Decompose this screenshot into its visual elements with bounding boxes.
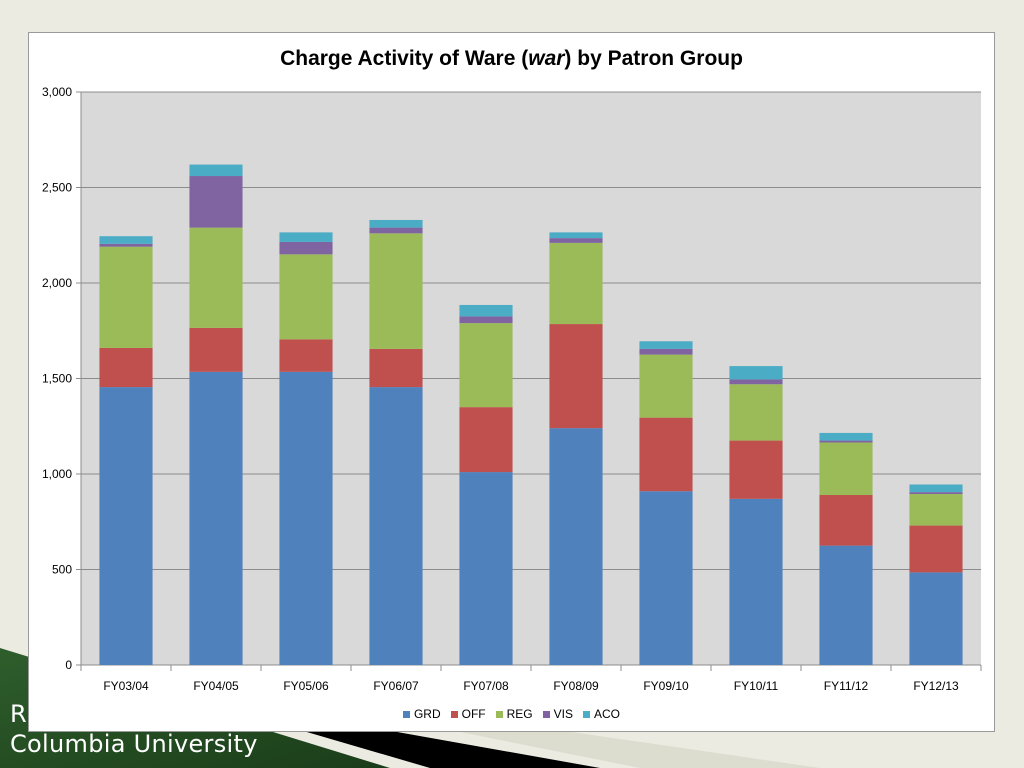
y-tick-label: 2,500 [42,181,72,195]
bar-aco [909,484,963,493]
bar-reg [459,323,513,408]
chart-title-part-1: Charge Activity of Ware ( [280,47,529,70]
bar-vis [729,379,783,385]
legend-item-vis: VIS [542,707,573,721]
bar-aco [459,304,513,317]
bar-grd [819,545,873,665]
legend-swatch [495,710,503,718]
bar-aco [819,432,873,441]
chart-plot: 0 500 1,000 1,500 2,000 2,500 3,000 FY03/04 FY04… [42,85,982,693]
bar-off [729,440,783,499]
bar-grd [369,387,423,665]
bar-off [459,407,513,473]
legend-label: ACO [594,707,621,721]
bar-grd [549,428,603,665]
y-tick-label: 500 [52,563,72,577]
bar-reg [279,254,333,340]
x-tick-label: FY03/04 [103,679,149,693]
x-tick-label: FY06/07 [373,679,419,693]
bar-vis [369,227,423,234]
bar-off [909,525,963,573]
legend-item-reg: REG [495,707,533,721]
bar-off [369,348,423,388]
x-tick-label: FY12/13 [913,679,959,693]
y-tick-label: 1,000 [42,467,72,481]
x-tick-label: FY08/09 [553,679,599,693]
x-tick-label: FY10/11 [734,679,779,693]
bar-aco [99,236,153,244]
legend-label: VIS [553,707,573,721]
x-tick-label: FY07/08 [463,679,509,693]
bar-off [99,347,153,388]
bar-grd [189,371,243,665]
bar-vis [459,316,513,324]
bar-vis [279,241,333,255]
bar-vis [819,440,873,443]
legend-swatch [583,710,590,718]
legend-label: GRD [413,707,441,721]
x-tick-label: FY09/10 [643,679,689,693]
footer-university: Columbia University [10,730,258,758]
bar-grd [909,572,963,665]
bar-reg [819,442,873,496]
bar-reg [369,233,423,349]
bar-reg [189,227,243,328]
bar-reg [639,354,693,418]
bar-grd [99,387,153,665]
legend-swatch [542,710,550,718]
legend-item-off: OFF [450,707,486,721]
bar-off [189,327,243,372]
y-tick-label: 1,500 [42,372,72,386]
bar-aco [369,219,423,228]
bar-off [639,417,693,492]
bar-aco [639,341,693,349]
y-tick-label: 2,000 [42,276,72,290]
bar-reg [729,384,783,441]
chart-title-italic: war [528,47,565,70]
x-tick-label: FY04/05 [193,679,239,693]
bar-grd [729,498,783,665]
bar-grd [639,491,693,665]
bar-off [279,339,333,372]
legend-item-aco: ACO [583,707,620,721]
legend-swatch [402,710,410,718]
bar-vis [909,492,963,495]
bar-reg [549,242,603,325]
bar-vis [549,238,603,243]
bar-off [819,495,873,546]
chart-legend: GRD OFF REG VIS ACO [29,707,994,721]
bar-reg [99,246,153,348]
legend-swatch [450,710,458,718]
bar-aco [189,164,243,177]
bar-grd [459,472,513,665]
bar-aco [279,232,333,242]
legend-item-grd: GRD [402,707,441,721]
bar-off [549,324,603,429]
chart-title: Charge Activity of Ware (war) by Patron … [29,47,994,71]
x-tick-label: FY05/06 [283,679,329,693]
bar-vis [189,176,243,228]
y-tick-label: 3,000 [42,85,72,99]
bar-vis [639,348,693,355]
bar-aco [549,232,603,239]
legend-label: REG [506,707,533,721]
chart-frame: Charge Activity of Ware (war) by Patron … [28,32,995,732]
bar-aco [729,366,783,380]
bar-grd [279,371,333,665]
footer-initial: R [10,700,27,728]
x-tick-label: FY11/12 [824,679,869,693]
bar-vis [99,243,153,247]
chart-title-part-3: ) by Patron Group [564,47,743,70]
bar-reg [909,494,963,526]
y-tick-label: 0 [65,658,72,672]
legend-label: OFF [461,707,486,721]
